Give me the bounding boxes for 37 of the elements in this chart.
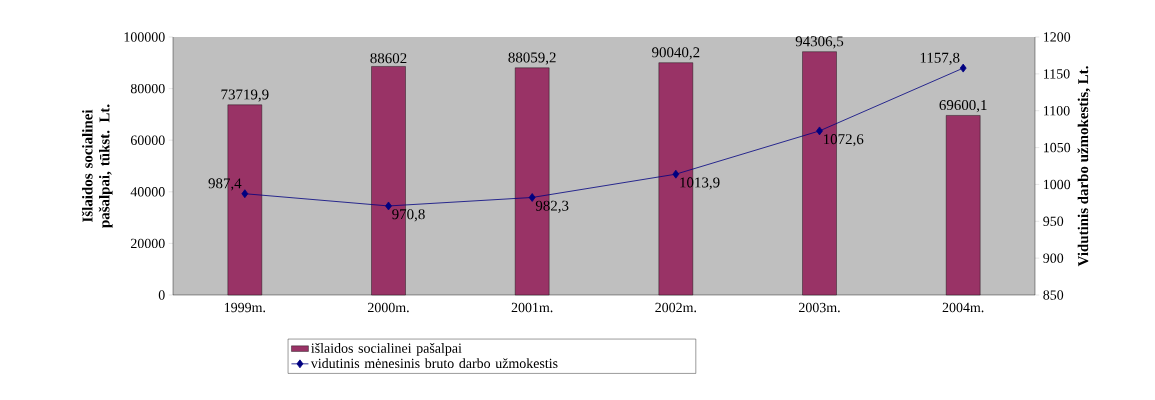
- y-tick-label: 100000: [124, 32, 165, 42]
- x-tick-label: 1999m.: [224, 302, 266, 313]
- y2-tick-label: 950: [1043, 216, 1064, 226]
- data-label: 73719,9: [221, 89, 269, 102]
- y2-tick-label: 1200: [1044, 32, 1071, 42]
- point: [816, 126, 823, 136]
- data-label: 1157,8: [920, 52, 960, 65]
- x-tick-label: 2004m.: [942, 302, 984, 313]
- y-tick-label: 60000: [130, 135, 165, 145]
- point: [528, 193, 536, 202]
- y2-tick-label: 1150: [1044, 69, 1070, 79]
- data-label: 90040,2: [652, 47, 700, 60]
- y2-tick-label: 900: [1043, 253, 1064, 263]
- point: [672, 169, 680, 179]
- y2-tick-label: 1100: [1044, 106, 1070, 116]
- y-tick-label: 0: [158, 290, 165, 300]
- y2-tick-label: 850: [1043, 290, 1064, 300]
- y2-tick-label: 1000: [1044, 179, 1071, 190]
- y2-tick-label: 1050: [1044, 142, 1071, 153]
- y-tick-label: 20000: [130, 238, 165, 249]
- x-tick-label: 2001m.: [511, 302, 553, 313]
- y-tick-label: 40000: [130, 187, 165, 197]
- data-label: 88059,2: [508, 52, 556, 65]
- data-label: 88602: [370, 53, 407, 64]
- legend-label: išlaidos socialinei pašalpai: [311, 343, 462, 356]
- x-tick-label: 2002m.: [655, 302, 697, 313]
- y-tick-label: 80000: [130, 83, 165, 94]
- point: [241, 189, 249, 199]
- data-label: 94306,5: [795, 36, 844, 49]
- x-tick-label: 2000m.: [367, 302, 409, 313]
- y2-axis-title: Vidutinis darbo užmokestis, Lt.: [1077, 66, 1091, 267]
- y-axis-title: Išlaidos socialinei pašalpai, tūkst. Lt.: [81, 104, 113, 228]
- legend-label: vidutinis mėnesinis bruto darbo užmokestis: [310, 358, 558, 369]
- point: [385, 201, 392, 211]
- data-label: 69600,1: [939, 100, 987, 113]
- point: [959, 63, 967, 73]
- x-tick-label: 2003m.: [799, 302, 840, 313]
